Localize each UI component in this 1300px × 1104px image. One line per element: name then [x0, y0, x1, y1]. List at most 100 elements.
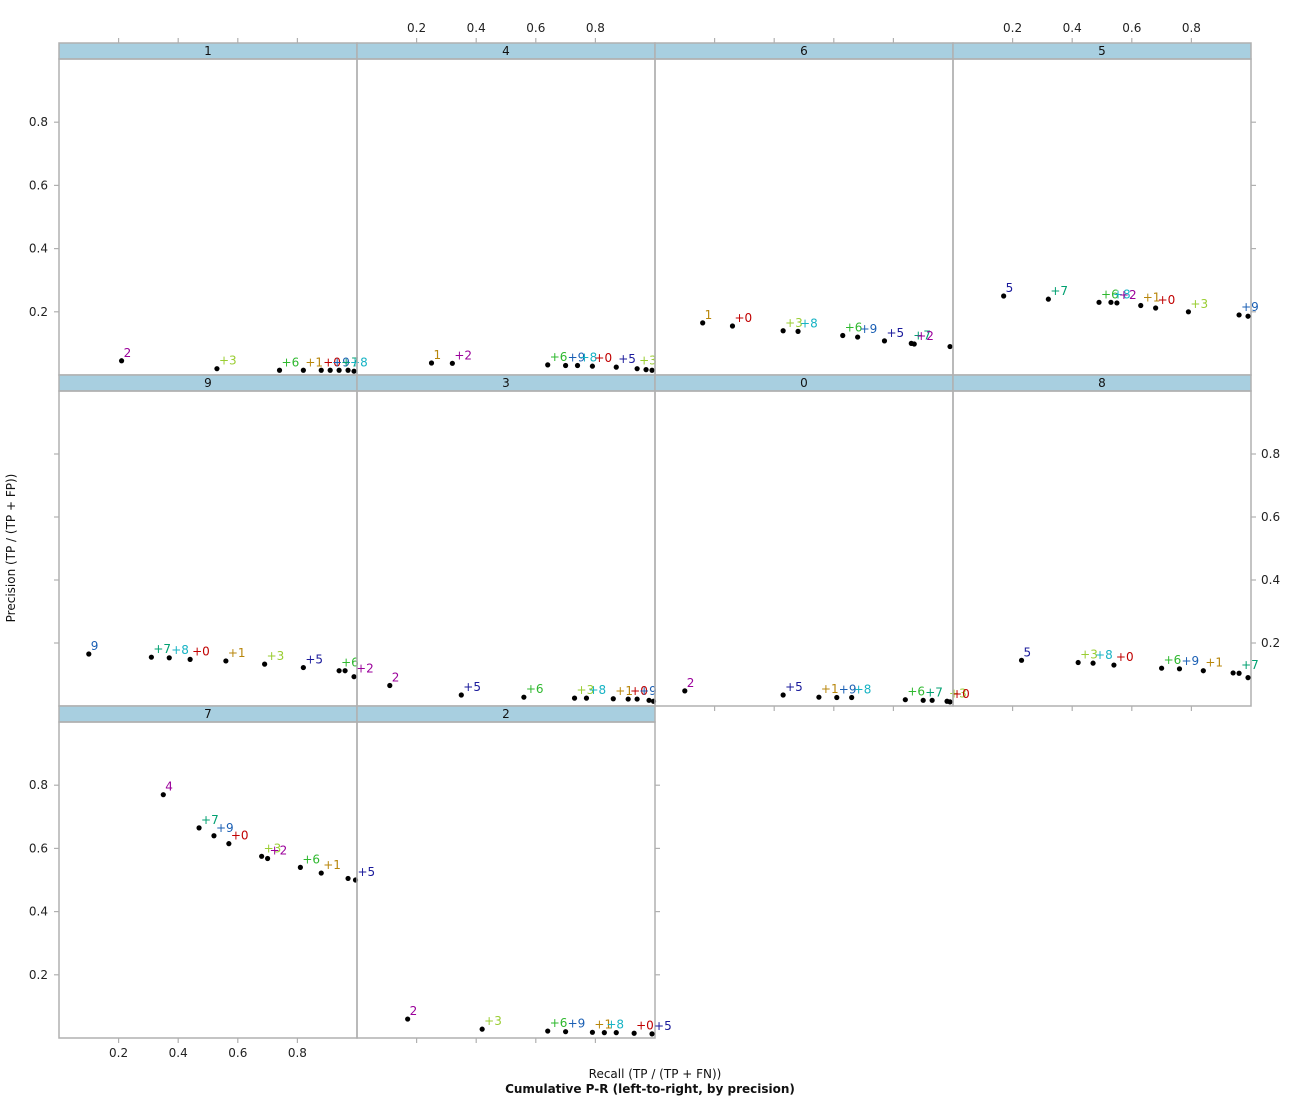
point-label: +7 — [1050, 284, 1068, 298]
point-label: +9 — [839, 682, 857, 696]
data-point — [613, 364, 619, 370]
data-point — [700, 320, 706, 326]
panel-strip-label: 5 — [1098, 44, 1106, 58]
data-point — [840, 332, 846, 339]
data-point — [276, 367, 283, 373]
panel-strip-label: 4 — [502, 44, 510, 58]
data-point — [1230, 670, 1236, 676]
point-label: +2 — [454, 348, 472, 362]
tick-label: 0.2 — [29, 968, 48, 982]
tick-label: 0.4 — [29, 905, 48, 919]
panel-strip-label: 9 — [204, 376, 212, 390]
tick-label: 0.8 — [29, 778, 48, 792]
point-label: +8 — [1113, 287, 1131, 301]
point-label: +3 — [264, 841, 282, 855]
data-point — [649, 1031, 655, 1037]
tick-label: 0.6 — [1261, 510, 1280, 524]
point-label: +1 — [323, 858, 341, 872]
data-point — [345, 875, 351, 882]
data-point — [327, 367, 333, 373]
panel-1: 1 2 +3 +6 +1 +0+9+7+8 — [58, 42, 368, 376]
data-point — [780, 328, 786, 334]
point-label: +3 — [639, 354, 657, 368]
data-point — [1114, 300, 1120, 306]
point-label: +0 — [1158, 293, 1176, 307]
point-label: +2 — [1119, 288, 1137, 302]
data-point — [1111, 662, 1117, 668]
tick-label: 0.2 — [1003, 21, 1022, 35]
tick-label: 0.6 — [228, 1046, 247, 1060]
data-point — [902, 697, 908, 703]
data-point — [1108, 299, 1114, 305]
point-label: 5 — [1024, 645, 1032, 659]
y-axis-title: Precision (TP / (TP + FP)) — [4, 474, 18, 623]
data-point — [1096, 299, 1102, 305]
data-point — [166, 655, 172, 661]
data-point — [262, 661, 268, 667]
point-label: 2 — [410, 1004, 418, 1018]
data-point — [259, 853, 265, 859]
point-label: +5 — [654, 1019, 672, 1033]
panel-frame — [58, 721, 358, 1039]
panel-frame — [356, 721, 656, 1039]
data-point — [297, 864, 303, 870]
tick-label: 0.2 — [29, 305, 48, 319]
data-point — [571, 695, 578, 701]
point-label: 5 — [1006, 281, 1014, 295]
data-point — [1245, 675, 1251, 681]
point-label: +8 — [171, 643, 189, 657]
panel-frame — [654, 390, 954, 707]
tick-label: 0.8 — [288, 1046, 307, 1060]
data-point — [428, 360, 435, 366]
data-point — [351, 368, 357, 374]
data-point — [589, 363, 596, 369]
data-point — [610, 696, 616, 702]
point-label: +1 — [615, 684, 633, 698]
data-point — [226, 841, 232, 847]
data-point — [634, 696, 640, 702]
point-label: +6 — [526, 682, 544, 696]
data-point — [458, 692, 464, 698]
point-label: +0 — [1116, 650, 1134, 664]
data-point — [300, 367, 306, 373]
data-point — [625, 696, 631, 702]
data-point — [929, 697, 935, 703]
point-label: +5 — [886, 326, 904, 340]
panel-frame — [356, 58, 656, 376]
data-point — [911, 341, 917, 347]
data-point — [86, 651, 92, 657]
point-label: +9 — [639, 684, 657, 698]
data-point — [318, 367, 324, 373]
data-point — [646, 697, 652, 703]
data-point — [1018, 657, 1025, 663]
point-label: +0 — [323, 355, 341, 369]
tick-label: 0.6 — [29, 178, 48, 192]
point-label: +2 — [356, 662, 374, 676]
point-label: +1 — [594, 1017, 612, 1031]
data-point — [1185, 309, 1192, 315]
data-point — [223, 658, 229, 664]
panel-9: 9 9 +7 +8 +0 +1 +3 +5 +6+2 — [58, 374, 374, 707]
point-label: 9 — [91, 639, 99, 653]
tick-label: 0.2 — [407, 21, 426, 35]
data-point — [1236, 670, 1242, 676]
data-point — [118, 358, 125, 364]
panel-3: 3 2 +5 +6 +3+8 +1+0+9 — [356, 374, 657, 707]
data-point — [545, 1028, 551, 1034]
point-label: +7 — [913, 328, 931, 342]
data-point — [574, 362, 581, 369]
point-label: +8 — [580, 351, 598, 365]
data-point — [613, 1030, 619, 1036]
data-point — [589, 1029, 596, 1035]
data-point — [265, 855, 271, 862]
tick-label: 0.8 — [1261, 447, 1280, 461]
point-label: +5 — [785, 680, 803, 694]
point-label: +9 — [1181, 654, 1199, 668]
data-point — [1153, 305, 1159, 311]
data-point — [1138, 302, 1144, 309]
panel-7: 7 4 +7+9+0 +3+2 +6 +1 +5 — [58, 705, 375, 1039]
data-point — [196, 825, 202, 831]
point-label: +3 — [1080, 648, 1098, 662]
